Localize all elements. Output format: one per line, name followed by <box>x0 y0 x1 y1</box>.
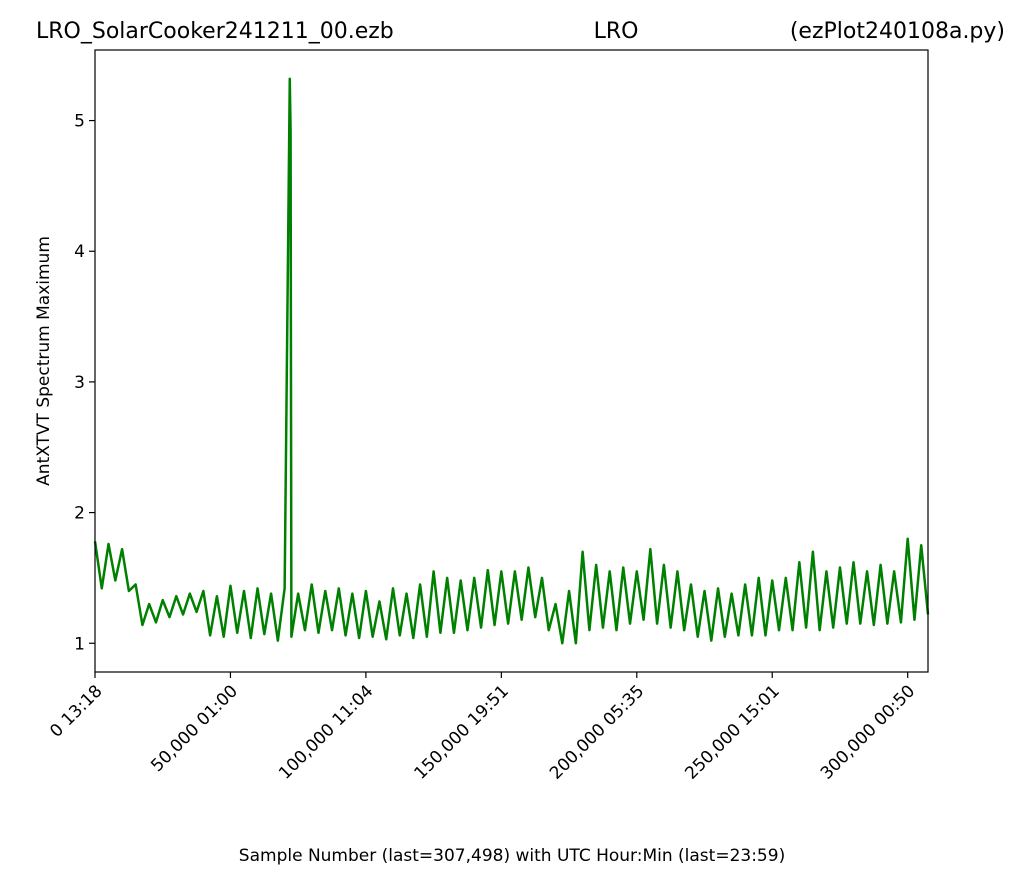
y-tick-label: 5 <box>74 112 85 132</box>
x-tick-label: 0 13:18 <box>46 681 106 741</box>
y-axis-label: AntXTVT Spectrum Maximum <box>34 236 54 486</box>
x-tick-label: 50,000 01:00 <box>147 681 242 776</box>
x-axis-label: Sample Number (last=307,498) with UTC Ho… <box>239 846 785 866</box>
plot-frame <box>94 49 929 673</box>
y-tick-label: 2 <box>74 504 85 524</box>
title-right: (ezPlot240108a.py) <box>790 19 1005 44</box>
x-tick-label: 250,000 15:01 <box>681 681 783 783</box>
y-tick-label: 1 <box>74 634 85 654</box>
title-center: LRO <box>594 19 639 44</box>
data-line <box>93 77 930 645</box>
x-tick-label: 200,000 05:35 <box>546 681 648 783</box>
x-tick-label: 100,000 11:04 <box>275 681 377 783</box>
y-tick-label: 4 <box>74 242 85 262</box>
y-tick-label: 3 <box>74 373 85 393</box>
x-tick-label: 300,000 00:50 <box>817 681 919 783</box>
title-left: LRO_SolarCooker241211_00.ezb <box>36 19 394 44</box>
x-tick-label: 150,000 19:51 <box>411 681 513 783</box>
